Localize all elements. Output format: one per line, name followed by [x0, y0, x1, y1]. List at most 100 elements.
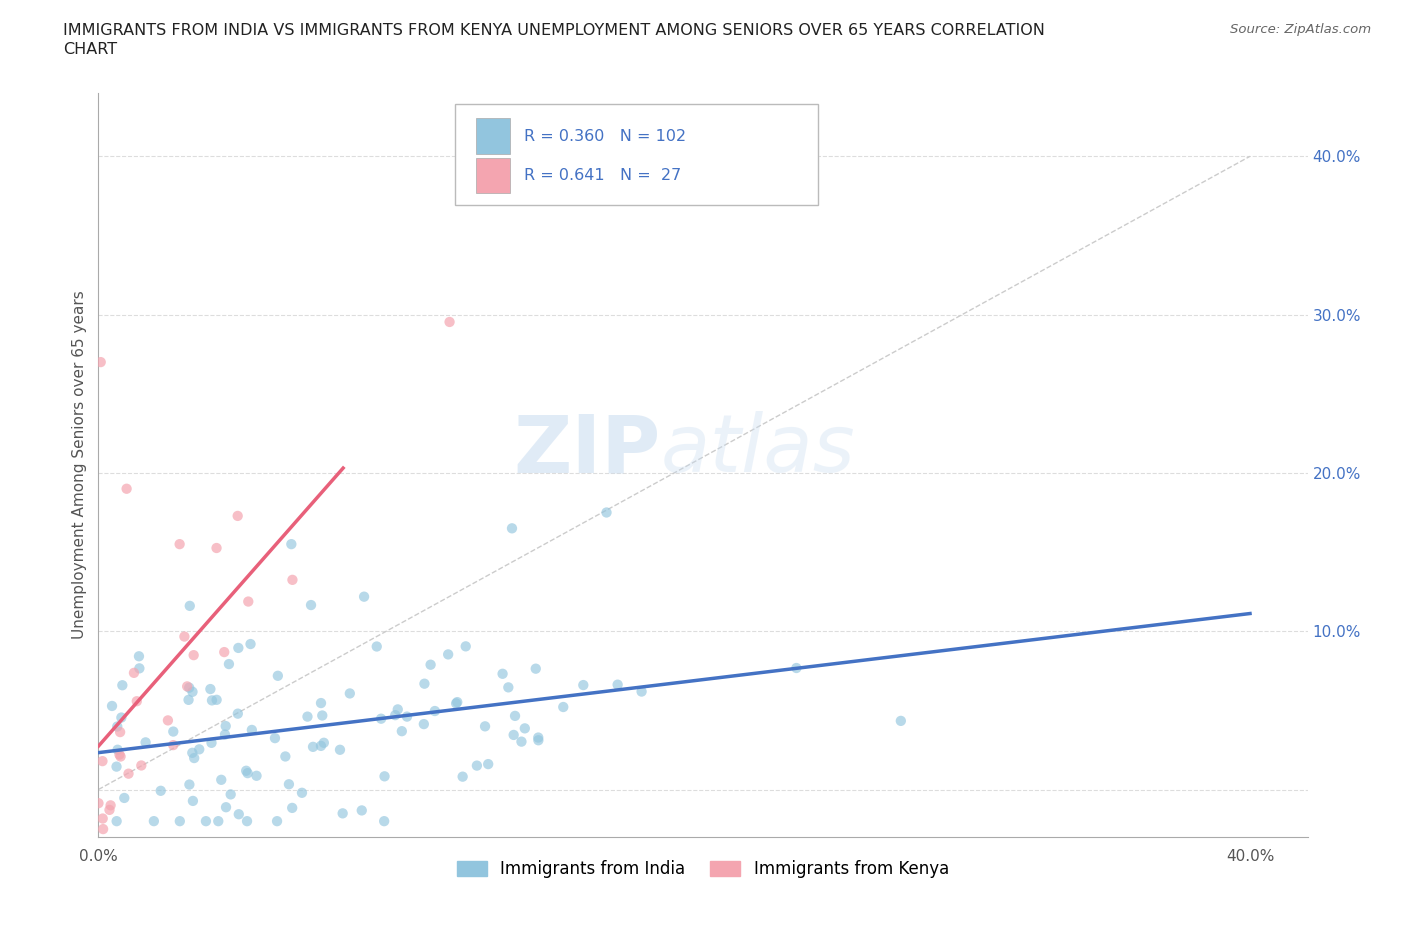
Point: [219, 787, 242, 802]
Point: [110, 711, 132, 725]
Point: [785, 660, 807, 675]
Legend: Immigrants from India, Immigrants from Kenya: Immigrants from India, Immigrants from K…: [450, 853, 956, 884]
Point: [501, 521, 523, 536]
Point: [553, 699, 575, 714]
Point: [491, 667, 513, 682]
Point: [630, 684, 652, 699]
Text: R = 0.641   N =  27: R = 0.641 N = 27: [524, 168, 682, 183]
Point: [238, 594, 260, 609]
Point: [228, 807, 250, 822]
Point: [181, 793, 204, 808]
Point: [419, 658, 441, 672]
Point: [595, 505, 617, 520]
Point: [194, 814, 217, 829]
Point: [98, 803, 121, 817]
Point: [169, 814, 191, 829]
Point: [332, 806, 354, 821]
Point: [302, 739, 325, 754]
Point: [128, 649, 150, 664]
Point: [107, 742, 129, 757]
Text: ZIP: ZIP: [513, 411, 661, 489]
Point: [100, 798, 122, 813]
Point: [162, 737, 184, 752]
Point: [366, 639, 388, 654]
Point: [179, 680, 201, 695]
Point: [274, 749, 297, 764]
Point: [156, 713, 179, 728]
Point: [236, 765, 259, 780]
Point: [183, 751, 205, 765]
Point: [105, 759, 128, 774]
Point: [890, 713, 912, 728]
Point: [280, 537, 302, 551]
Point: [207, 814, 229, 829]
Point: [112, 790, 135, 805]
Point: [309, 696, 332, 711]
Point: [105, 814, 128, 829]
Point: [339, 686, 361, 701]
Point: [245, 768, 267, 783]
Point: [108, 747, 131, 762]
Point: [226, 706, 249, 721]
Point: [91, 753, 114, 768]
Point: [149, 783, 172, 798]
Text: atlas: atlas: [661, 411, 855, 489]
Point: [498, 680, 520, 695]
Point: [527, 730, 550, 745]
Point: [373, 769, 395, 784]
Point: [277, 777, 299, 791]
Point: [503, 709, 526, 724]
Point: [451, 769, 474, 784]
Point: [183, 647, 205, 662]
Y-axis label: Unemployment Among Seniors over 65 years: Unemployment Among Seniors over 65 years: [72, 291, 87, 640]
Point: [465, 758, 488, 773]
Point: [439, 314, 461, 329]
Point: [142, 814, 165, 829]
Point: [173, 629, 195, 644]
Point: [373, 814, 395, 829]
Point: [162, 724, 184, 739]
Point: [437, 647, 460, 662]
Point: [240, 723, 263, 737]
Text: R = 0.360   N = 102: R = 0.360 N = 102: [524, 128, 686, 143]
Point: [524, 661, 547, 676]
Point: [90, 354, 112, 369]
Point: [423, 704, 446, 719]
Point: [111, 678, 134, 693]
Point: [128, 661, 150, 676]
Point: [454, 639, 477, 654]
Point: [215, 719, 238, 734]
Point: [179, 598, 201, 613]
Point: [181, 684, 204, 699]
Point: [236, 814, 259, 829]
Point: [205, 540, 228, 555]
Point: [135, 735, 157, 750]
Point: [117, 766, 139, 781]
Point: [239, 637, 262, 652]
Point: [214, 727, 236, 742]
Point: [205, 692, 228, 707]
Point: [513, 721, 536, 736]
Point: [181, 745, 204, 760]
Point: [527, 733, 550, 748]
Point: [311, 708, 333, 723]
Point: [329, 742, 352, 757]
Point: [110, 749, 132, 764]
Point: [510, 734, 533, 749]
Point: [267, 669, 290, 684]
Point: [177, 693, 200, 708]
Point: [291, 785, 314, 800]
Point: [353, 590, 375, 604]
FancyBboxPatch shape: [475, 118, 509, 154]
Point: [125, 694, 148, 709]
Point: [444, 696, 467, 711]
Point: [387, 702, 409, 717]
Point: [384, 708, 406, 723]
Point: [91, 821, 114, 836]
Point: [122, 666, 145, 681]
Point: [264, 731, 287, 746]
Point: [446, 695, 468, 710]
Point: [226, 509, 249, 524]
Point: [391, 724, 413, 738]
Point: [266, 814, 288, 829]
